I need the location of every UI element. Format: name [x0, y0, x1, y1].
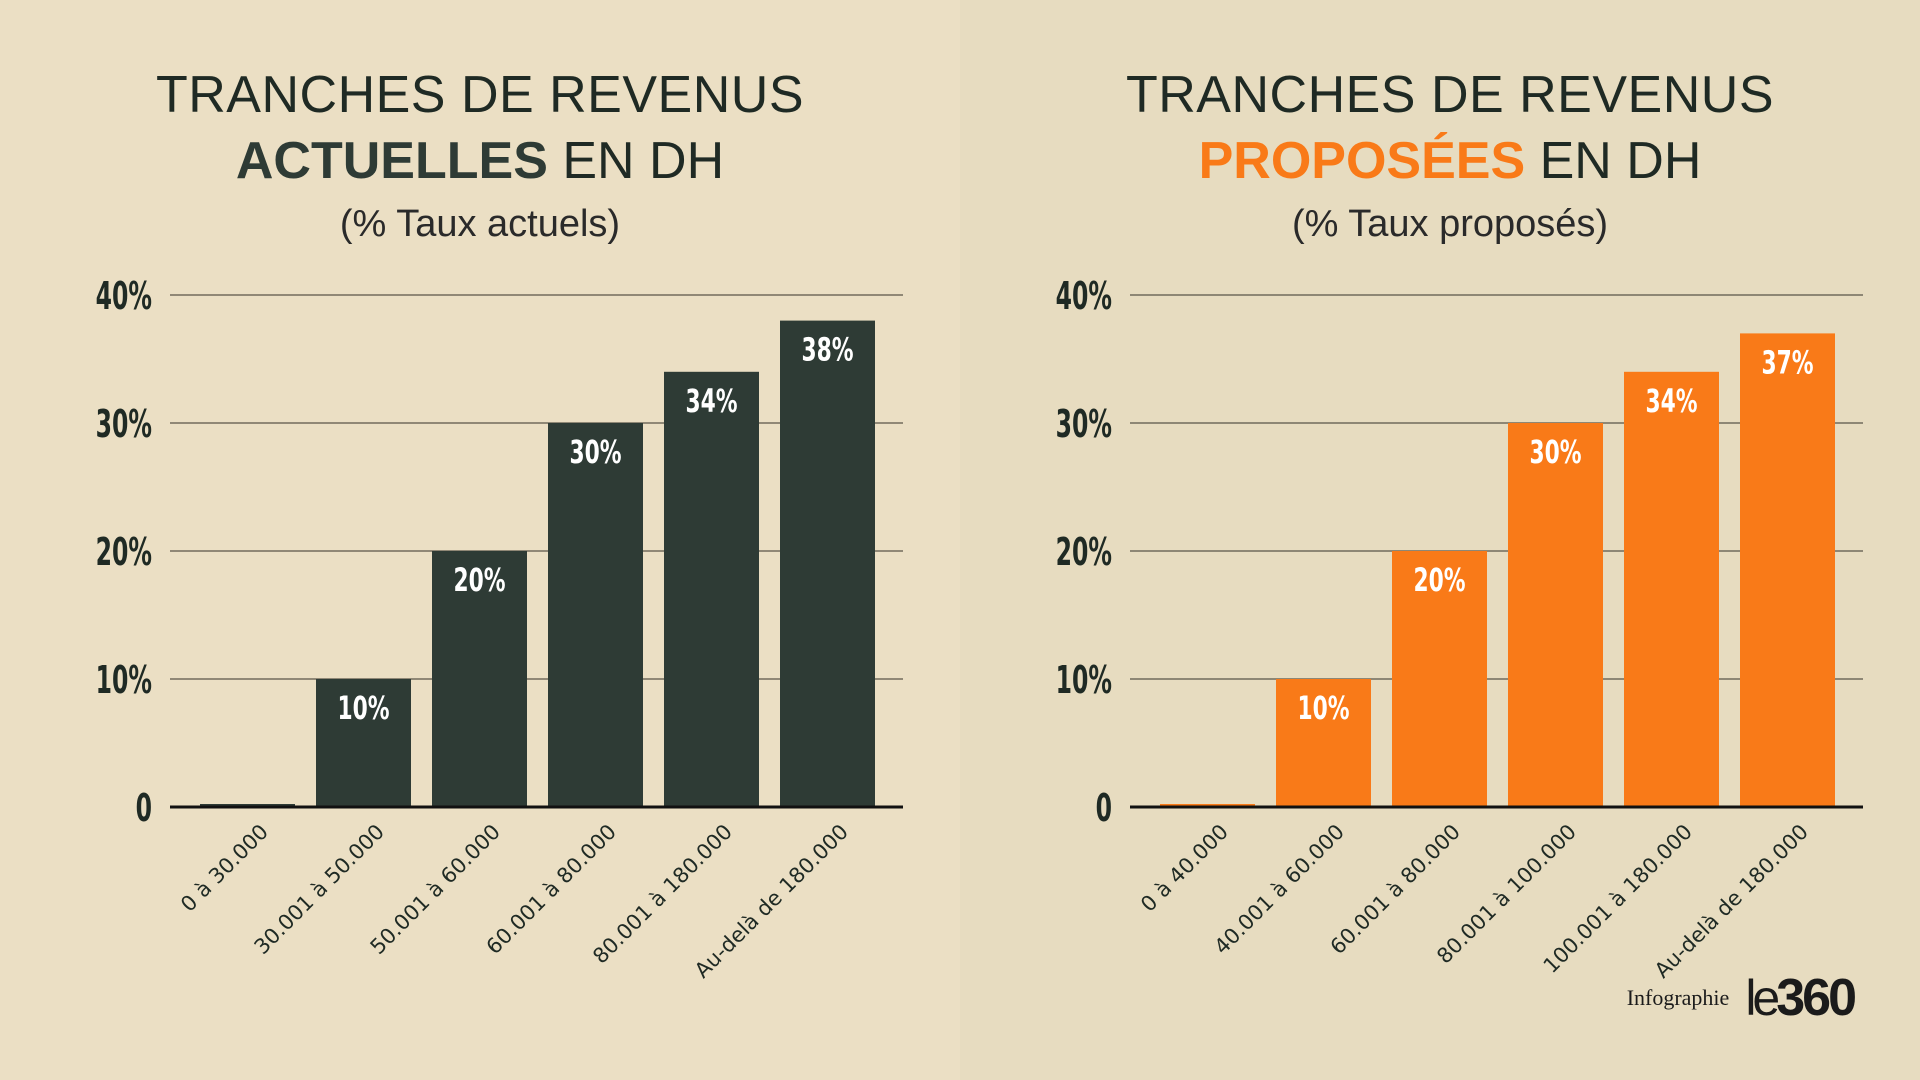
x-tick-label: 30.001 à 50.000	[250, 820, 389, 959]
proposed-title-suffix: EN DH	[1539, 132, 1702, 190]
x-tick-label: 0 à 30.000	[176, 820, 273, 917]
bar-value-label: 38%	[801, 333, 853, 369]
proposed-title-highlight: PROPOSÉES	[1198, 132, 1526, 190]
bar-value-label: 10%	[337, 691, 389, 727]
y-tick-label: 0	[136, 787, 152, 830]
bar-value-label: 37%	[1761, 345, 1813, 381]
bar-4	[1508, 423, 1603, 807]
bar-4	[548, 423, 643, 807]
credit-label: Infographie	[1626, 985, 1730, 1010]
bar-5	[1624, 371, 1719, 807]
proposed-brackets-panel: TRANCHES DE REVENUS PROPOSÉES EN DH (% T…	[960, 0, 1920, 1080]
y-tick-label: 30%	[1056, 403, 1112, 446]
y-tick-label: 40%	[1056, 275, 1112, 318]
y-tick-label: 30%	[96, 403, 152, 446]
x-tick-label: 60.001 à 80.000	[482, 820, 621, 959]
bar-3	[1392, 551, 1487, 807]
bar-3	[432, 551, 527, 807]
proposed-subtitle: (% Taux proposés)	[1291, 203, 1609, 245]
current-brackets-bar-chart: 0 10% 20% 30% 40% 0 à 30.000 10% 30.001 à 50.00…	[96, 275, 903, 983]
y-tick-label: 40%	[96, 275, 152, 318]
current-title-suffix: EN DH	[562, 132, 725, 190]
bar-2	[316, 679, 411, 807]
bar-value-label: 30%	[1529, 435, 1581, 471]
bar-5	[664, 371, 759, 807]
bar-6	[1740, 333, 1835, 807]
x-tick-label: 50.001 à 60.000	[366, 820, 505, 959]
le360-logo: le 360	[1745, 969, 1857, 1027]
bar-value-label: 10%	[1297, 691, 1349, 727]
current-subtitle: (% Taux actuels)	[339, 203, 621, 245]
bar-value-label: 30%	[569, 435, 621, 471]
proposed-title-block: TRANCHES DE REVENUS PROPOSÉES EN DH (% T…	[1040, 62, 1860, 254]
proposed-title-line2: PROPOSÉES EN DH	[1040, 128, 1860, 194]
y-tick-label: 0	[1096, 787, 1112, 830]
x-tick-label: 40.001 à 60.000	[1210, 820, 1349, 959]
y-tick-label: 10%	[1056, 659, 1112, 702]
x-tick-label: 0 à 40.000	[1136, 820, 1233, 917]
bar-value-label: 20%	[1413, 563, 1465, 599]
current-title-block: TRANCHES DE REVENUS ACTUELLES EN DH (% T…	[70, 62, 890, 254]
current-title-line1: TRANCHES DE REVENUS	[155, 66, 805, 124]
x-tick-label: 60.001 à 80.000	[1326, 820, 1465, 959]
bar-value-label: 20%	[453, 563, 505, 599]
bar-value-label: 34%	[1645, 384, 1697, 420]
proposed-brackets-bar-chart: 0 10% 20% 30% 40% 0 à 40.000 10% 40.001 à 60.00…	[1056, 275, 1863, 983]
bar-6	[780, 320, 875, 807]
y-tick-label: 20%	[96, 531, 152, 574]
y-tick-label: 10%	[96, 659, 152, 702]
current-title-highlight: ACTUELLES	[235, 132, 548, 190]
current-brackets-panel: TRANCHES DE REVENUS ACTUELLES EN DH (% T…	[70, 62, 903, 983]
current-title-line2: ACTUELLES EN DH	[70, 128, 890, 194]
credit: Infographie le 360	[1626, 969, 1857, 1027]
proposed-title-line1: TRANCHES DE REVENUS	[1125, 66, 1775, 124]
y-tick-label: 20%	[1056, 531, 1112, 574]
bar-value-label: 34%	[685, 384, 737, 420]
bar-2	[1276, 679, 1371, 807]
